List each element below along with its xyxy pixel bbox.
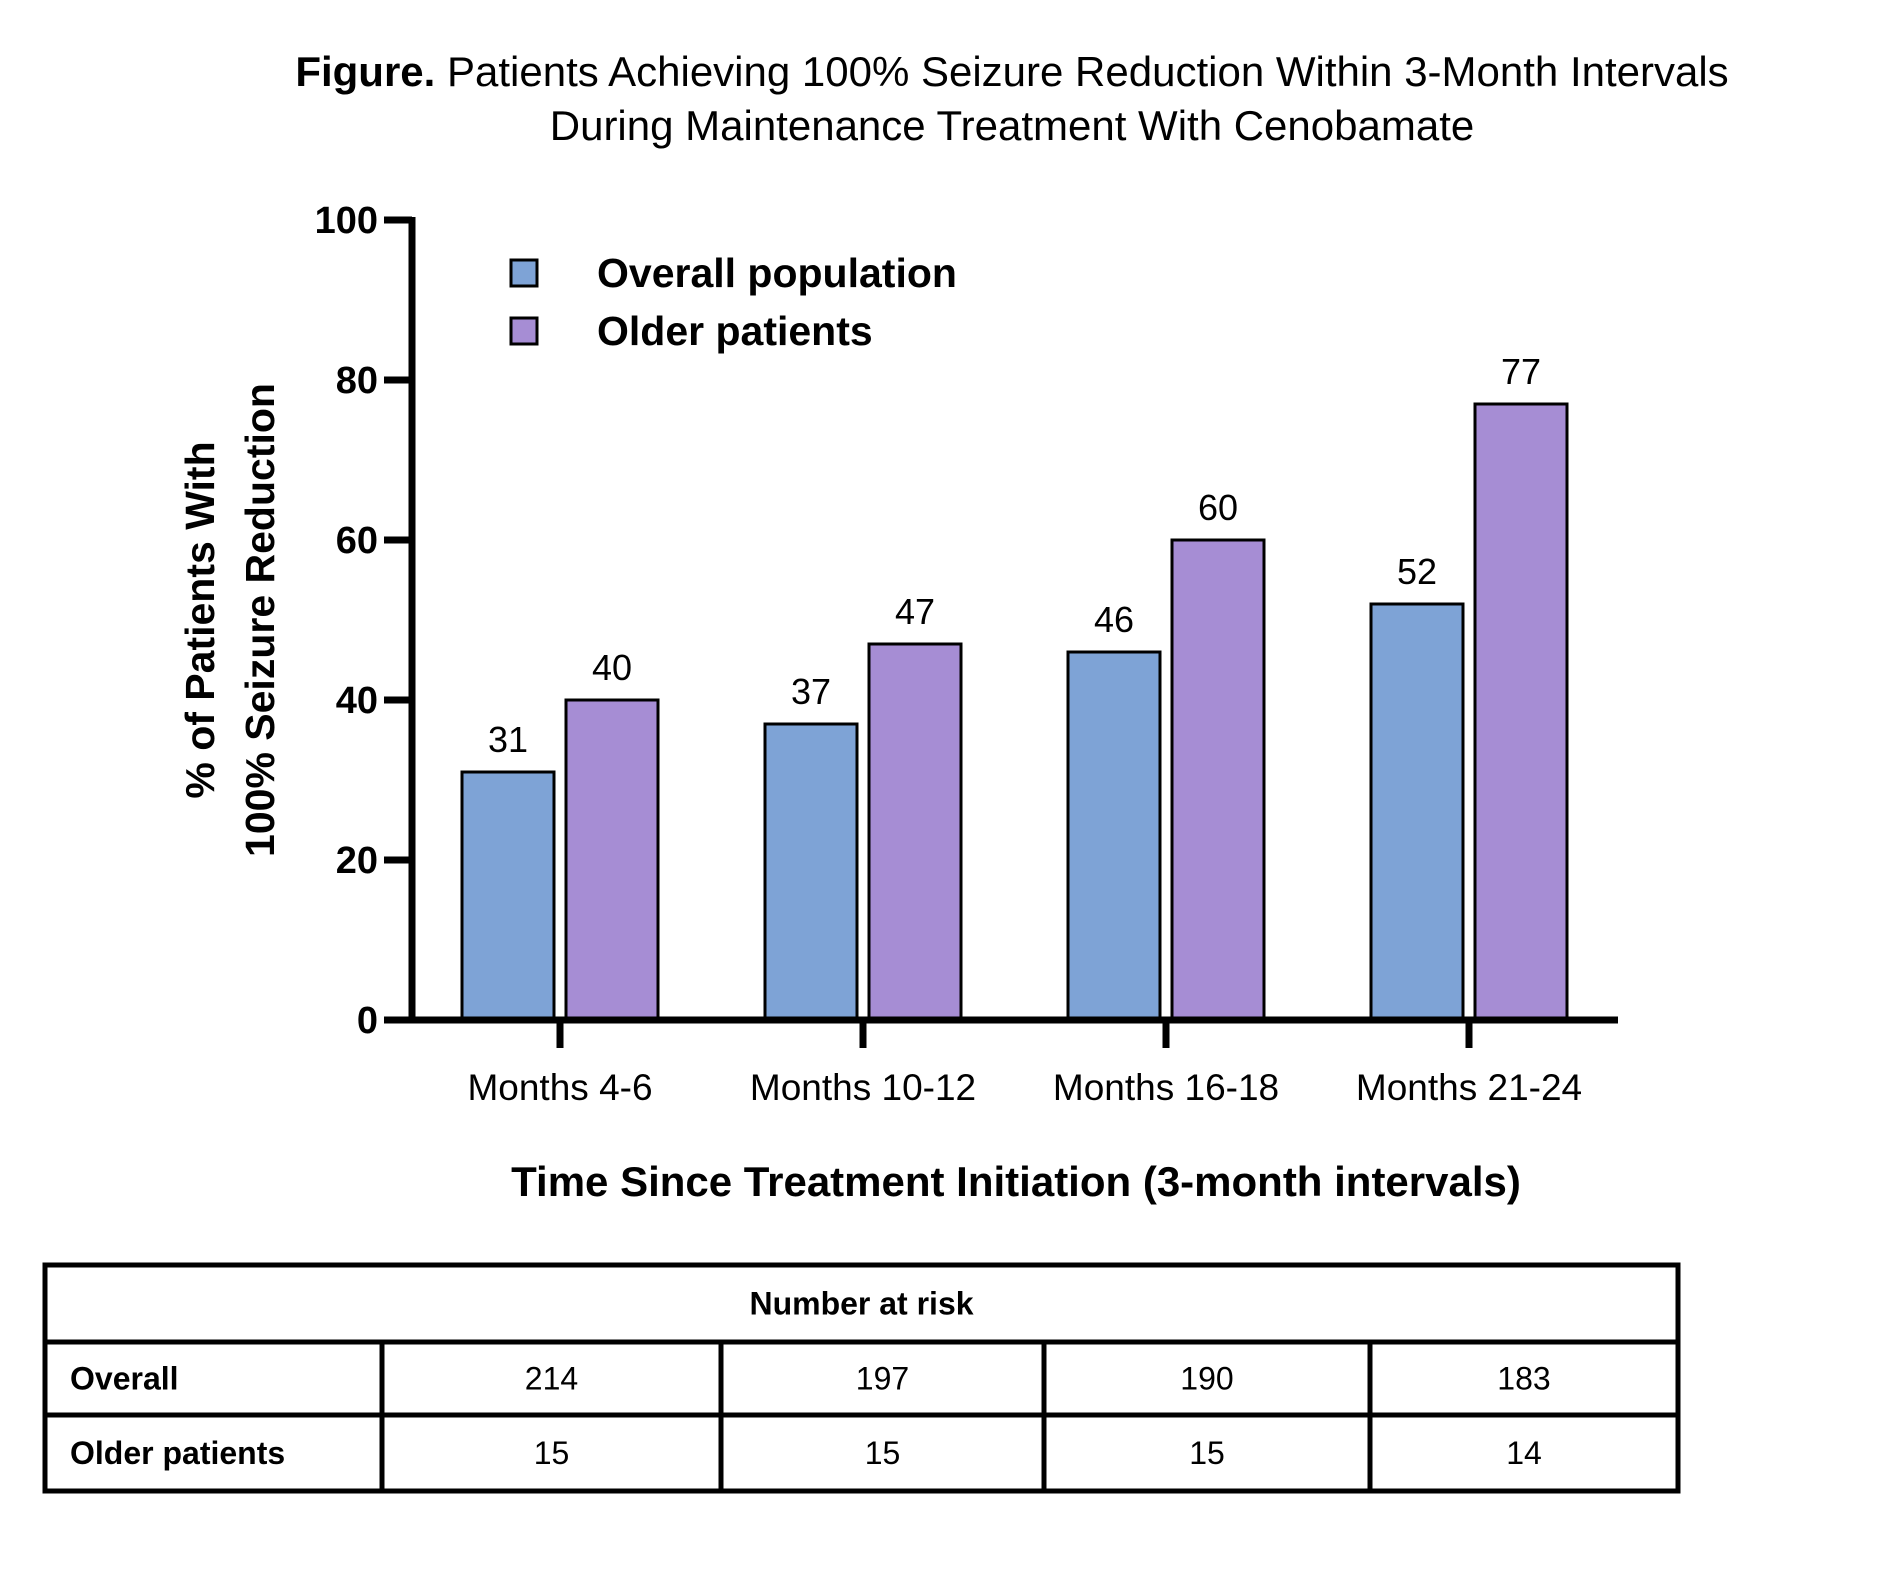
bar-older-4	[1473, 402, 1569, 1022]
legend-label: Overall population	[597, 250, 957, 296]
x-tick-label: Months 4-6	[467, 1067, 652, 1108]
table-cell: 14	[1506, 1435, 1542, 1471]
data-label: 47	[895, 591, 935, 632]
y-tick-label: 20	[336, 840, 378, 882]
legend-swatch	[509, 258, 539, 288]
chart-title-line1: Figure. Patients Achieving 100% Seizure …	[295, 48, 1728, 95]
y-axis-label-line1: % of Patients With	[177, 441, 223, 798]
bar-older-1	[564, 698, 660, 1022]
data-label: 40	[592, 647, 632, 688]
table-row-label: Overall	[70, 1361, 179, 1397]
x-tick-label: Months 21-24	[1356, 1067, 1582, 1108]
title-prefix: Figure.	[295, 48, 435, 95]
table-row-label: Older patients	[70, 1435, 285, 1471]
table-cell: 15	[865, 1435, 901, 1471]
table-cell: 183	[1497, 1361, 1550, 1397]
data-label: 31	[488, 719, 528, 760]
title-text: Patients Achieving 100% Seizure Reductio…	[447, 48, 1729, 95]
y-tick-label: 0	[357, 1000, 378, 1042]
bar-overall-2	[763, 722, 859, 1022]
data-label: 60	[1198, 487, 1238, 528]
table-header: Number at risk	[749, 1286, 973, 1322]
x-tick-label: Months 10-12	[750, 1067, 976, 1108]
x-axis-label: Time Since Treatment Initiation (3-month…	[511, 1158, 1521, 1205]
chart-title-line2: During Maintenance Treatment With Cenoba…	[550, 102, 1474, 149]
data-label: 77	[1501, 351, 1541, 392]
table-cell: 214	[525, 1361, 578, 1397]
bar-overall-4	[1369, 602, 1465, 1022]
table-cell: 197	[856, 1361, 909, 1397]
table-border	[42, 1262, 1681, 1494]
legend-label: Older patients	[597, 308, 873, 354]
table-cell: 190	[1180, 1361, 1233, 1397]
y-tick-label: 40	[336, 680, 378, 722]
y-tick-label: 60	[336, 520, 378, 562]
bar-older-3	[1170, 538, 1266, 1022]
data-label: 37	[791, 671, 831, 712]
y-axis-label: % of Patients With 100% Seizure Reductio…	[177, 383, 283, 857]
bar-overall-3	[1066, 650, 1162, 1022]
data-label: 46	[1094, 599, 1134, 640]
y-axis-label-line2: 100% Seizure Reduction	[237, 383, 283, 857]
bar-older-2	[867, 642, 963, 1022]
data-label: 52	[1397, 551, 1437, 592]
legend-swatch	[509, 316, 539, 346]
x-tick-label: Months 16-18	[1053, 1067, 1279, 1108]
y-tick-label: 80	[336, 360, 378, 402]
y-tick-label: 100	[315, 200, 378, 242]
bar-overall-1	[460, 770, 556, 1022]
number-at-risk-table: Number at risk Overall 214 197 190 183 Older p…	[42, 1262, 1681, 1494]
table-cell: 15	[534, 1435, 570, 1471]
table-cell: 15	[1189, 1435, 1225, 1471]
